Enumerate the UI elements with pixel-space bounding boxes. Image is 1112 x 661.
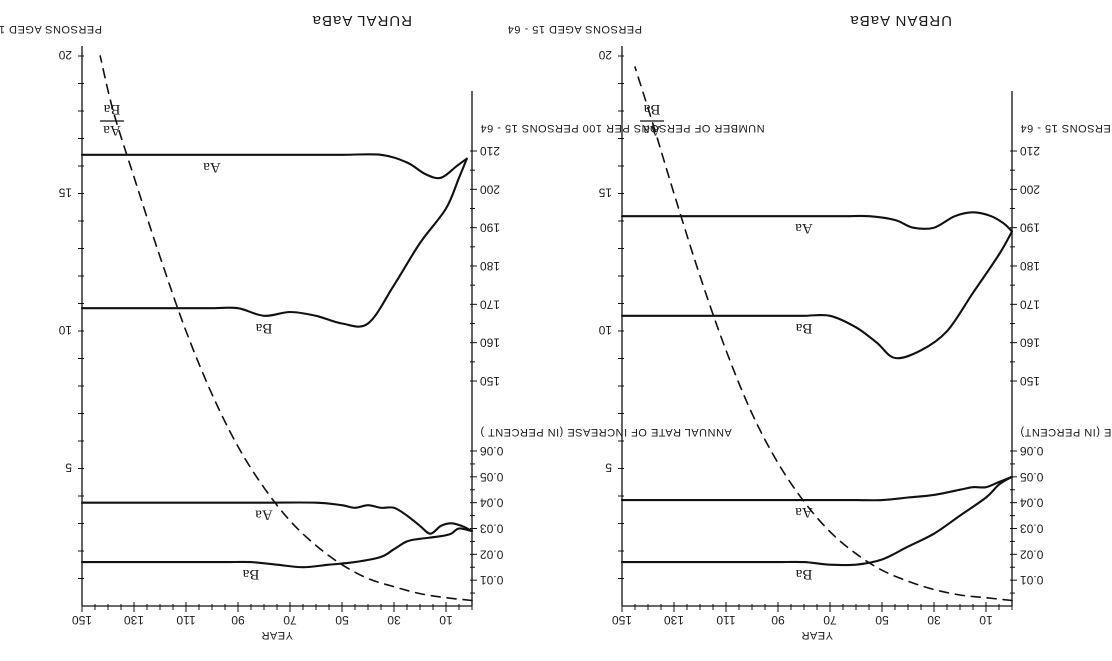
persons-axis-title: PERSONS AGED 15 - 64 <box>0 23 102 35</box>
persons-tick-label: 10 <box>598 323 612 337</box>
dependency-tick-label: 150 <box>480 374 500 388</box>
rate-tick-label: 0.05 <box>480 470 504 484</box>
x-tick-label: 30 <box>387 613 401 627</box>
dependency-line-ba <box>620 230 1014 360</box>
rate-tick-label: 0.04 <box>480 496 504 510</box>
persons-tick-label: 15 <box>58 186 72 200</box>
persons-tick-label: 5 <box>605 461 612 475</box>
rate-tick-label: 0.06 <box>1020 444 1044 458</box>
rate-tick-label: 0.02 <box>1020 547 1044 561</box>
rate-tick-label: 0.06 <box>480 444 504 458</box>
x-tick-label: 50 <box>335 613 349 627</box>
persons-tick-label: 20 <box>58 48 72 62</box>
dependency-tick-label: 170 <box>480 297 500 311</box>
rate-tick-label: 0.02 <box>480 547 504 561</box>
series-label-aa: Aa <box>255 507 273 523</box>
dependency-line-aa <box>80 153 468 180</box>
dependency-tick-label: 160 <box>480 336 500 350</box>
series-label-aa: Aa <box>203 159 221 175</box>
persons-axis-title: PERSONS AGED 15 - 64 <box>507 23 642 35</box>
rate-line-aa <box>620 475 1014 502</box>
series-label-ba: Ba <box>795 320 812 336</box>
persons-tick-label: 20 <box>598 48 612 62</box>
rate-line-ba <box>80 527 474 569</box>
rate-tick-label: 0.03 <box>480 522 504 536</box>
dependency-tick-label: 180 <box>480 259 500 273</box>
x-tick-label: 50 <box>875 613 889 627</box>
x-tick-label: 130 <box>664 613 684 627</box>
x-tick-label: 70 <box>823 613 837 627</box>
panel-title: URBAN AaBa <box>849 12 952 29</box>
rate-axis-title: ANNUAL RATE OF INCREASE (IN PERCENT ) <box>480 426 732 438</box>
rate-tick-label: 0.03 <box>1020 522 1044 536</box>
x-tick-label: 90 <box>231 613 245 627</box>
urban-panel: URBAN AaBa 10 30 50 70 90 110 130 150 YEAR 0.01 0.0… <box>507 12 1112 641</box>
series-label-aa: Aa <box>795 220 813 236</box>
rate-tick-label: 0.01 <box>1020 573 1044 587</box>
rate-line-aa <box>80 501 474 535</box>
dependency-tick-label: 170 <box>1020 297 1040 311</box>
persons-tick-label: 10 <box>58 323 72 337</box>
x-tick-label: 150 <box>612 613 632 627</box>
x-axis-title: YEAR <box>261 629 293 641</box>
x-tick-label: 90 <box>771 613 785 627</box>
persons-tick-label: 5 <box>65 461 72 475</box>
x-tick-label: 30 <box>927 613 941 627</box>
x-tick-label: 10 <box>439 613 453 627</box>
persons-ratio-dashed-line <box>634 66 1013 602</box>
dependency-tick-label: 210 <box>1020 144 1040 158</box>
ratio-numerator: Aa <box>103 122 121 138</box>
rate-tick-label: 0.04 <box>1020 496 1044 510</box>
ratio-numerator: Aa <box>643 122 661 138</box>
rate-line-ba <box>620 475 1014 567</box>
x-tick-label: 70 <box>283 613 297 627</box>
rate-axis-title: ANNUAL RATE OF INCREASE (IN PERCENT) <box>1020 426 1112 438</box>
dependency-tick-label: 200 <box>1020 182 1040 196</box>
persons-tick-label: 15 <box>598 186 612 200</box>
dependency-tick-label: 150 <box>1020 374 1040 388</box>
series-label-ba: Ba <box>255 320 272 336</box>
dependency-axis-title: NUMBER OF PERSONS PER 100 PERSONS 15 - 6… <box>1020 122 1112 134</box>
dependency-line-aa <box>620 211 1014 233</box>
dependency-tick-label: 180 <box>1020 259 1040 273</box>
panel-title: RURAL AaBa <box>312 12 412 29</box>
rural-panel: RURAL AaBa 10 30 50 70 90 110 130 150 YEAR 0.01 0.0… <box>0 12 765 641</box>
rate-tick-label: 0.05 <box>1020 470 1044 484</box>
x-tick-label: 10 <box>979 613 993 627</box>
dependency-line-ba <box>80 157 468 328</box>
persons-ratio-dashed-line <box>99 55 473 602</box>
series-label-aa: Aa <box>795 504 813 520</box>
x-tick-label: 110 <box>176 613 195 627</box>
dependency-tick-label: 200 <box>480 182 500 196</box>
ratio-denominator: Ba <box>643 101 660 117</box>
x-axis-title: YEAR <box>801 629 833 641</box>
dependency-tick-label: 190 <box>1020 221 1040 235</box>
dependency-tick-label: 160 <box>1020 336 1040 350</box>
dependency-axis-title: NUMBER OF PERSONS PER 100 PERSONS 15 - 6… <box>480 122 765 134</box>
x-tick-label: 110 <box>716 613 735 627</box>
dependency-tick-label: 190 <box>480 221 500 235</box>
series-label-ba: Ba <box>242 566 259 582</box>
dependency-tick-label: 210 <box>480 144 500 158</box>
rate-tick-label: 0.01 <box>480 573 504 587</box>
x-tick-label: 150 <box>72 613 92 627</box>
x-tick-label: 130 <box>124 613 144 627</box>
series-label-ba: Ba <box>795 566 812 582</box>
